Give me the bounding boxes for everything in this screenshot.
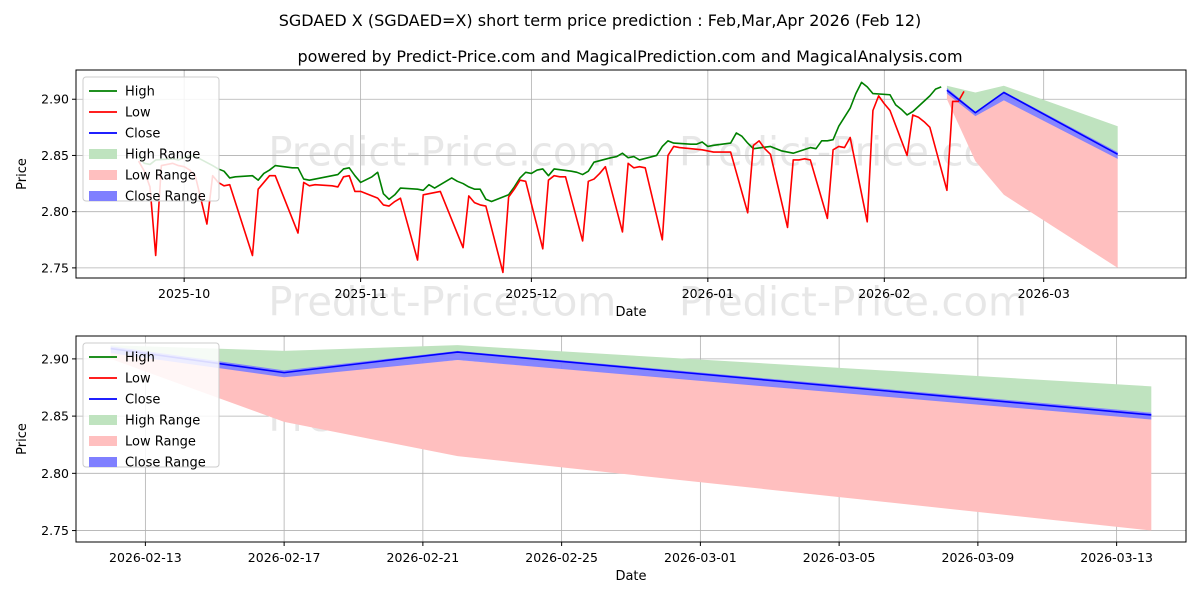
y-tick-label: 2.85 (41, 148, 69, 163)
chart-subtitle: powered by Predict-Price.com and Magical… (297, 47, 962, 66)
legend: High Low Close High Range Low Range Close Ran… (82, 342, 220, 471)
watermark-text: Predict-Price.com (268, 279, 616, 325)
x-tick-label: 2026-01 (682, 286, 734, 301)
legend-label-high: High (125, 85, 155, 100)
legend-label-close: Close (125, 127, 160, 142)
x-axis-label: Date (615, 305, 646, 320)
legend-label-low-range: Low Range (125, 169, 196, 184)
plots: Predict-Price.com Predict-Price.comPredic… (15, 69, 1187, 584)
y-axis-label: Price (15, 158, 30, 190)
x-tick-label: 2026-03-01 (664, 550, 737, 565)
band-low-range (110, 353, 1152, 531)
x-tick-label: 2026-02 (858, 286, 910, 301)
plot-series (137, 81, 1119, 274)
legend-label-close-range: Close Range (125, 456, 206, 471)
legend-label-low-range: Low Range (125, 435, 196, 450)
legend-swatch-high-range (89, 415, 117, 425)
legend-swatch-low-range (89, 170, 117, 180)
legend-swatch-high-range (89, 149, 117, 159)
x-tick-label: 2026-02-13 (109, 550, 182, 565)
watermark-text: Predict-Price.com (679, 279, 1027, 325)
y-tick-label: 2.80 (41, 204, 69, 219)
x-tick-label: 2025-12 (505, 286, 557, 301)
legend-swatch-close-range (89, 457, 117, 467)
y-tick-label: 2.75 (41, 523, 69, 538)
x-tick-label: 2026-02-17 (248, 550, 321, 565)
legend-label-high-range: High Range (125, 148, 200, 163)
axes-frame (75, 335, 1187, 543)
legend-label-high: High (125, 351, 155, 366)
x-tick-label: 2026-02-21 (387, 550, 460, 565)
band-close-range (110, 346, 1152, 420)
axes-frame (75, 69, 1187, 279)
x-tick-label: 2025-11 (334, 286, 386, 301)
series-line-low (137, 90, 965, 274)
chart-title: SGDAED X (SGDAED=X) short term price pre… (279, 11, 922, 30)
x-tick-label: 2025-10 (158, 286, 210, 301)
x-axis-label: Date (615, 569, 646, 584)
x-tick-label: 2026-03-05 (803, 550, 876, 565)
legend-label-low: Low (125, 106, 151, 121)
x-tick-label: 2026-03-13 (1080, 550, 1153, 565)
legend-label-close-range: Close Range (125, 190, 206, 205)
plot-2: Predict-Price.comPredict-Price.com2026-0… (15, 335, 1187, 584)
series-line-high (138, 81, 942, 203)
series-line-close (946, 89, 1119, 156)
y-tick-label: 2.90 (41, 351, 69, 366)
legend-label-close: Close (125, 393, 160, 408)
plot-1: Predict-Price.com Predict-Price.com Predic… (15, 69, 1187, 325)
y-tick-label: 2.90 (41, 92, 69, 107)
legend-swatch-close-range (89, 191, 117, 201)
y-tick-label: 2.75 (41, 260, 69, 275)
y-tick-label: 2.85 (41, 409, 69, 424)
y-tick-label: 2.80 (41, 466, 69, 481)
legend: High Low Close High Range Low Range Close Ran… (82, 76, 220, 205)
x-tick-label: 2026-02-25 (525, 550, 598, 565)
watermark-text: Predict-Price.com (268, 130, 616, 176)
band-close-range (946, 87, 1118, 159)
x-tick-label: 2026-03 (1018, 286, 1070, 301)
x-tick-label: 2026-03-09 (942, 550, 1015, 565)
y-axis-label: Price (15, 423, 30, 455)
legend-swatch-low-range (89, 436, 117, 446)
legend-label-low: Low (125, 372, 151, 387)
legend-label-high-range: High Range (125, 414, 200, 429)
